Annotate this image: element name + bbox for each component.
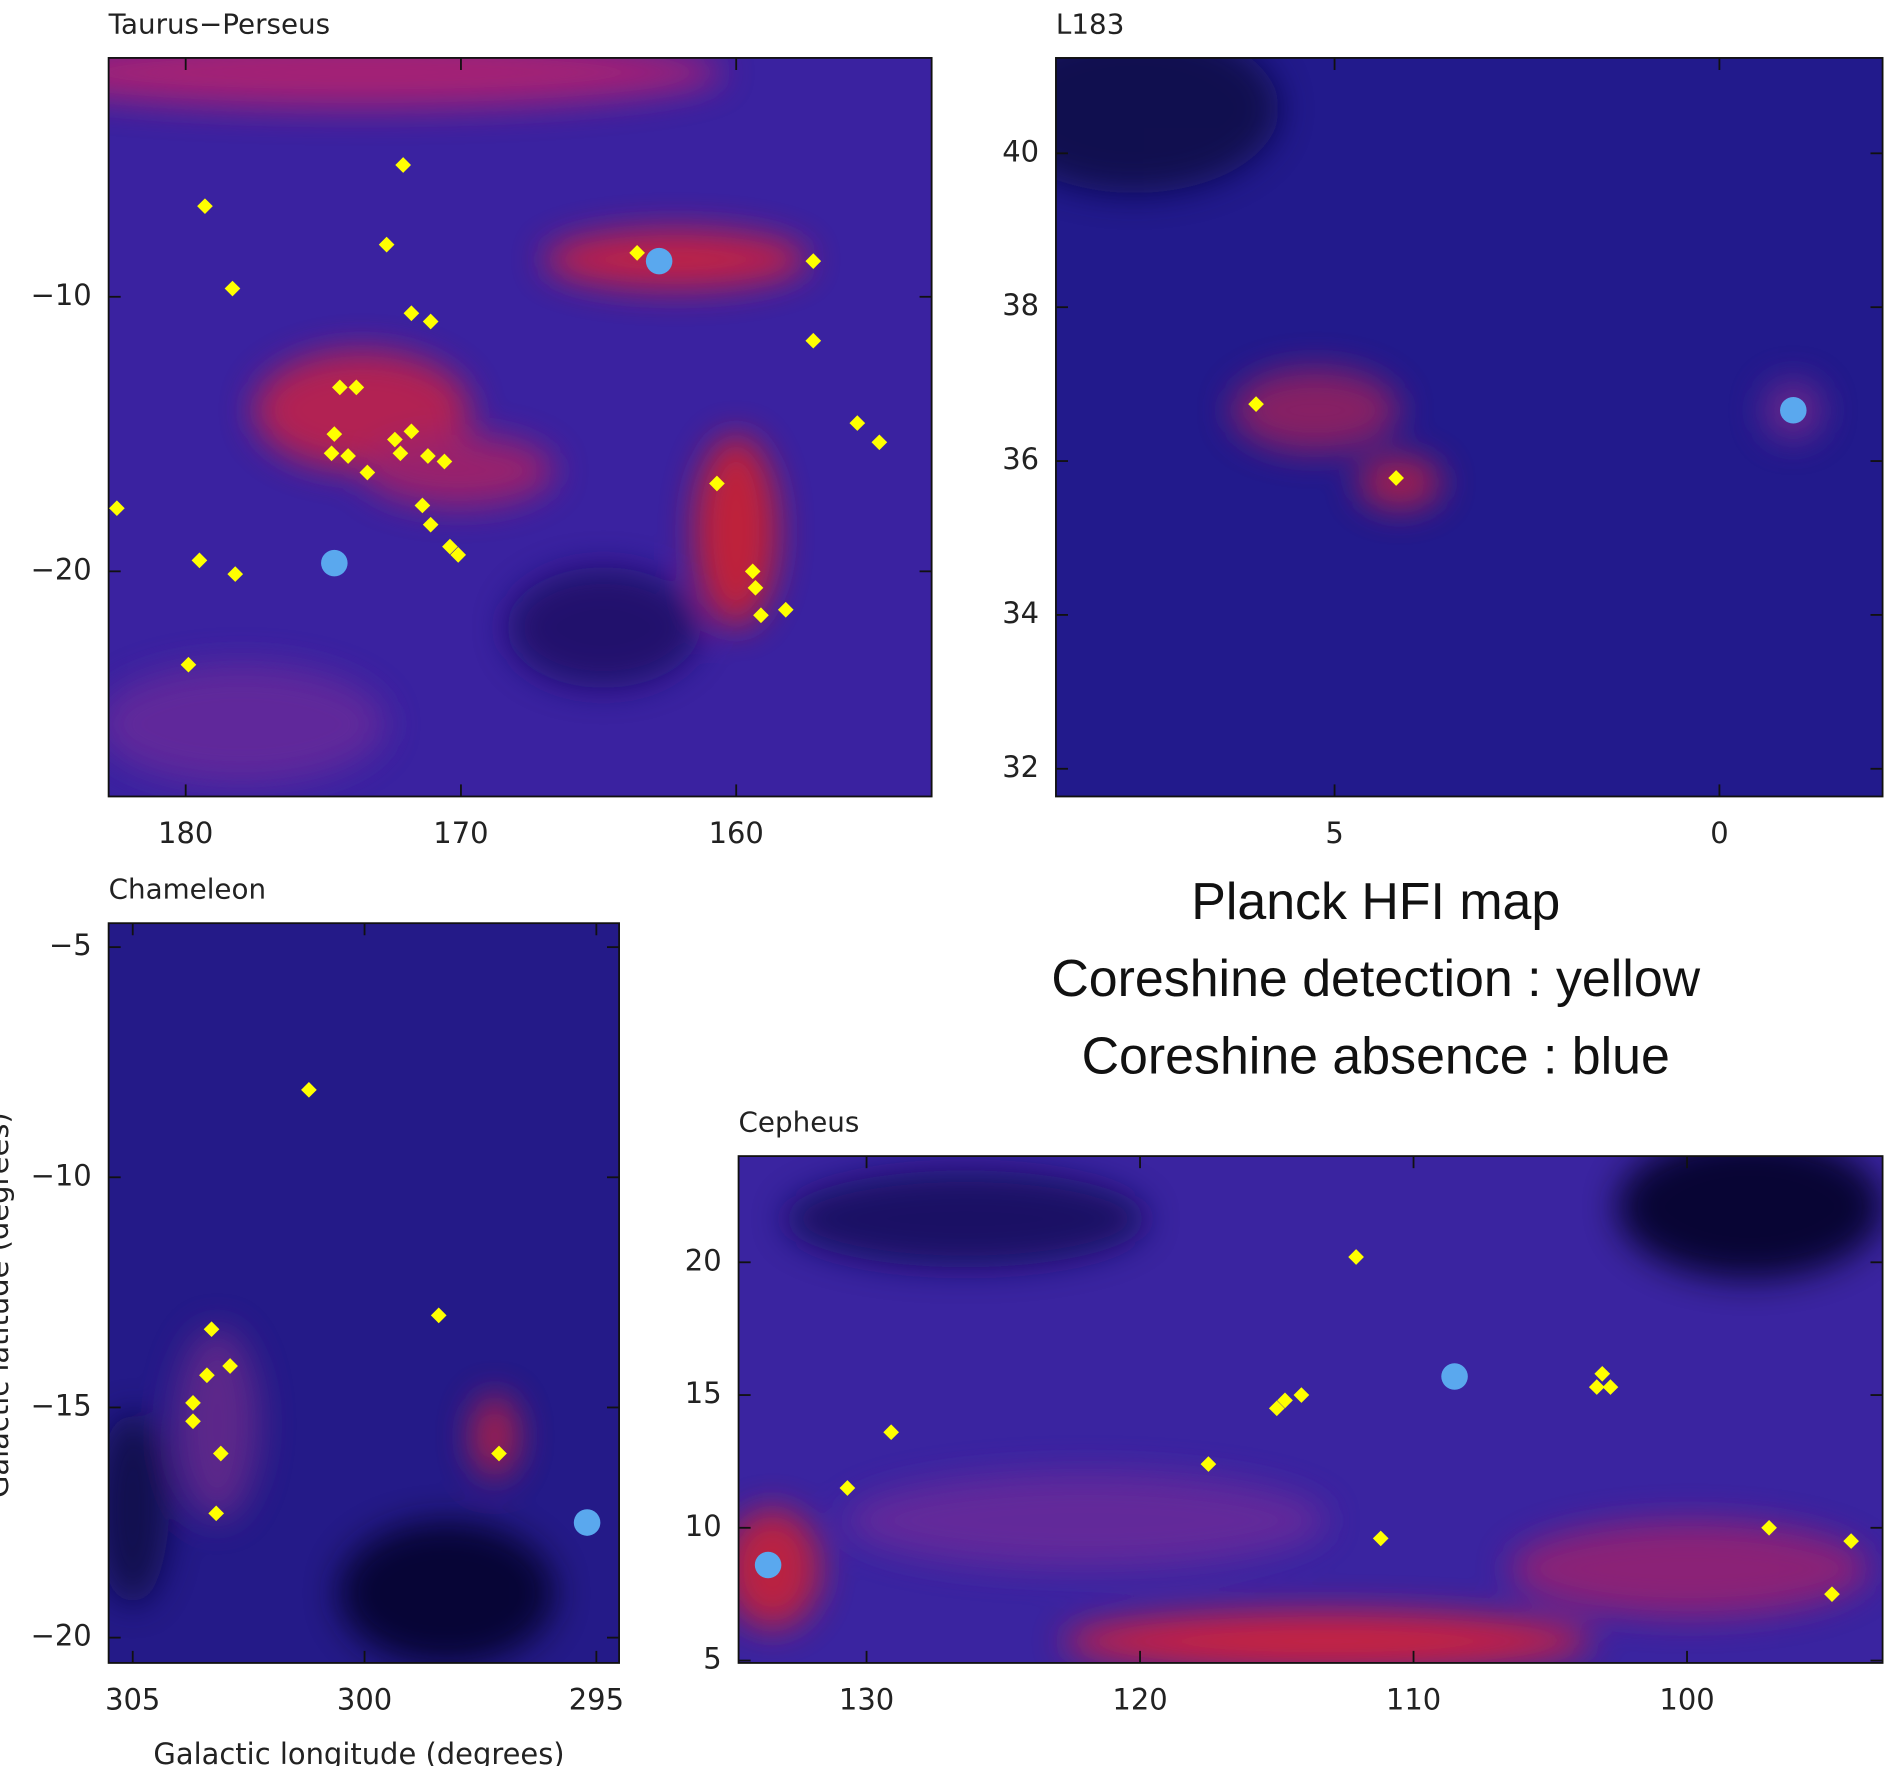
detection-marker (348, 379, 365, 396)
detection-marker (805, 253, 822, 269)
x-tick-label: 300 (337, 1683, 392, 1717)
x-tick-label: 170 (433, 816, 488, 850)
detection-marker (378, 236, 395, 253)
detection-marker (1268, 1400, 1285, 1417)
plot-frame (107, 57, 933, 798)
x-tick-label: 100 (1659, 1683, 1714, 1717)
annotation-line: Planck HFI map (1191, 872, 1560, 930)
y-tick-label: 20 (685, 1243, 722, 1277)
y-tick-label: −20 (31, 552, 92, 586)
y-tick-label: 32 (1002, 750, 1039, 784)
x-tick-label: 160 (709, 816, 764, 850)
y-axis-label: Galactic latitude (degrees) (0, 1112, 15, 1498)
detection-marker (1388, 470, 1404, 486)
detection-marker (414, 497, 431, 514)
y-tick-label: −5 (49, 928, 92, 962)
detection-marker (629, 245, 645, 261)
detection-marker (1761, 1519, 1777, 1536)
panel-title: L183 (1056, 7, 1124, 40)
annotation: Planck HFI map Coreshine detection : yell… (1051, 872, 1700, 1084)
map-background (1055, 57, 1883, 797)
y-tick-label: 38 (1002, 288, 1039, 322)
absence-marker (573, 1509, 601, 1536)
detection-marker (422, 313, 439, 330)
detection-marker (450, 547, 467, 563)
detection-marker (395, 157, 411, 173)
y-tick-label: 15 (685, 1376, 722, 1410)
panel-title: Cepheus (739, 1106, 860, 1139)
x-axis-label: Galactic longitude (degrees) (153, 1737, 564, 1766)
detection-marker (203, 1321, 220, 1338)
panel-title: Chameleon (109, 873, 266, 906)
x-tick-label: 180 (158, 816, 213, 850)
y-tick-label: 10 (685, 1509, 722, 1543)
detection-marker (1248, 396, 1264, 412)
y-tick-label: 40 (1002, 134, 1039, 168)
y-tick-label: −10 (31, 278, 92, 312)
detection-marker (747, 579, 764, 596)
detection-marker (403, 305, 420, 322)
annotation-line: Coreshine absence : blue (1082, 1026, 1670, 1084)
y-tick-label: −20 (31, 1619, 92, 1653)
map-background (738, 1156, 1883, 1663)
panel-title: Taurus−Perseus (108, 7, 330, 40)
detection-marker (323, 445, 340, 462)
x-tick-label: 5 (1325, 816, 1343, 850)
x-tick-label: 130 (839, 1683, 894, 1717)
detection-marker (744, 563, 761, 580)
detection-marker (491, 1445, 507, 1462)
detection-marker (1594, 1365, 1611, 1382)
map-background (108, 923, 620, 1663)
detection-marker (436, 453, 453, 470)
detection-marker (331, 379, 348, 396)
detection-marker (805, 332, 822, 349)
x-tick-label: 110 (1386, 1683, 1441, 1717)
absence-marker (1780, 397, 1807, 424)
map-background (108, 57, 932, 797)
detection-marker (185, 1395, 201, 1411)
plot-frame (1055, 57, 1884, 798)
detection-marker (387, 431, 403, 448)
detection-marker (1843, 1533, 1859, 1549)
x-tick-label: 305 (105, 1683, 160, 1717)
detection-marker (227, 566, 244, 582)
detection-marker (1824, 1586, 1840, 1603)
detection-marker (839, 1480, 856, 1496)
detection-marker (340, 448, 356, 464)
plot-frame (737, 1155, 1884, 1664)
detection-marker (191, 552, 208, 569)
x-tick-label: 120 (1112, 1683, 1167, 1717)
detection-marker (422, 516, 439, 533)
detection-marker (212, 1445, 229, 1462)
y-tick-label: 34 (1002, 596, 1039, 630)
detection-marker (1277, 1392, 1293, 1409)
y-tick-label: 36 (1002, 442, 1039, 476)
detection-marker (109, 500, 125, 517)
y-tick-label: −10 (31, 1158, 92, 1192)
absence-marker (754, 1551, 782, 1579)
y-tick-label: 5 (703, 1642, 721, 1676)
absence-marker (321, 549, 348, 577)
x-tick-label: 295 (569, 1683, 624, 1717)
absence-marker (1441, 1363, 1468, 1390)
detection-marker (359, 464, 376, 481)
detection-marker (1293, 1387, 1310, 1403)
detection-marker (442, 538, 458, 555)
detection-marker (420, 448, 436, 464)
absence-marker (645, 247, 673, 275)
x-tick-label: 0 (1710, 816, 1728, 850)
annotation-line: Coreshine detection : yellow (1051, 949, 1700, 1007)
detection-marker (326, 426, 343, 442)
detection-marker (849, 415, 866, 431)
detection-marker (180, 656, 197, 673)
detection-marker (403, 423, 420, 440)
detection-marker (301, 1081, 317, 1098)
detection-marker (392, 445, 409, 462)
y-tick-label: −15 (31, 1388, 92, 1422)
